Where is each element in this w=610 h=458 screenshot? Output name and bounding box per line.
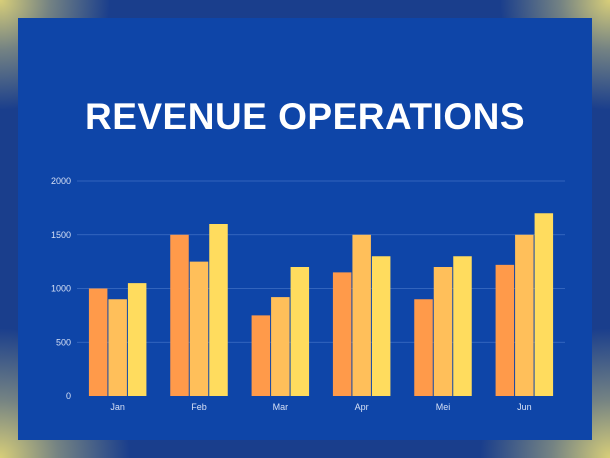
bar-mei-series-1: [414, 299, 433, 396]
bar-jan-series-2: [108, 299, 127, 396]
bar-apr-series-1: [332, 272, 352, 396]
bars: [88, 213, 554, 396]
y-tick-label: 1000: [51, 284, 71, 294]
y-tick-label: 1500: [51, 230, 71, 240]
bar-apr-series-2: [352, 234, 371, 396]
bar-feb-series-2: [189, 261, 209, 396]
bar-mar-series-3: [290, 267, 310, 396]
bar-mei-series-3: [453, 256, 472, 396]
y-tick-label: 2000: [51, 176, 71, 186]
bar-jun-series-1: [495, 264, 515, 396]
bar-mei-series-2: [433, 267, 453, 396]
bar-apr-series-3: [371, 256, 391, 396]
x-tick-label: Feb: [191, 402, 207, 412]
bar-jan-series-1: [88, 288, 108, 396]
x-tick-label: Jun: [517, 402, 532, 412]
bar-jun-series-3: [534, 213, 554, 396]
bar-mar-series-2: [271, 297, 290, 396]
x-tick-label: Mei: [436, 402, 451, 412]
bar-jan-series-3: [127, 283, 147, 396]
y-axis: 0 500 1000 1500 2000: [51, 176, 71, 401]
bar-mar-series-1: [251, 315, 271, 396]
x-axis: Jan Feb Mar Apr Mei Jun: [110, 402, 531, 412]
y-tick-label: 0: [66, 391, 71, 401]
x-tick-label: Mar: [273, 402, 289, 412]
y-tick-label: 500: [56, 337, 71, 347]
x-tick-label: Jan: [110, 402, 125, 412]
bar-feb-series-3: [209, 224, 228, 396]
chart-title: REVENUE OPERATIONS: [84, 96, 526, 137]
bar-jun-series-2: [515, 234, 534, 396]
x-tick-label: Apr: [355, 402, 369, 412]
bar-feb-series-1: [170, 234, 189, 396]
gridlines: [77, 180, 565, 343]
